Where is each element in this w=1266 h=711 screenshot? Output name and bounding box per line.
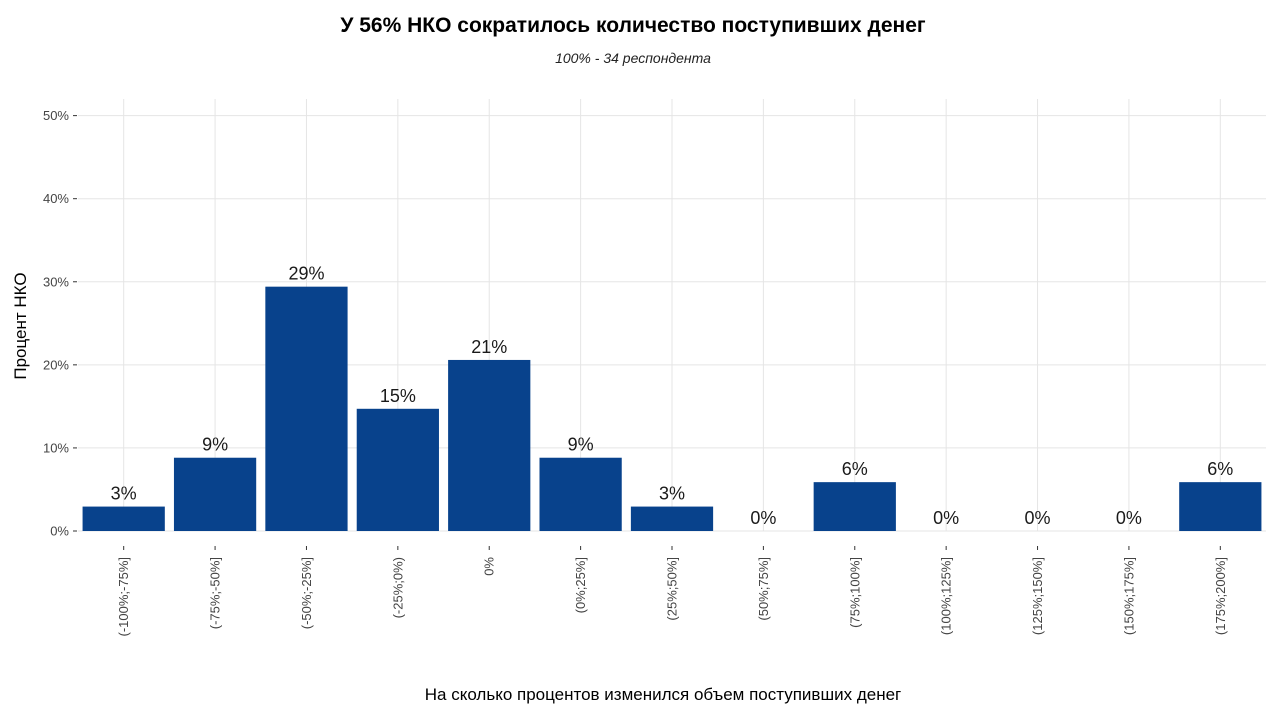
bar [539,457,622,531]
bar [630,506,714,531]
bar-value-label: 15% [380,386,416,406]
bar [813,482,896,531]
bar-value-label: 3% [111,484,137,504]
x-tick-label: (75%;100%] [847,557,862,628]
y-tick-label: 40% [43,191,69,206]
bar-value-labels: 3% 9% 29% 15% 21% 9% 3% 0% 6% 0% 0% 0% 6% [111,264,1234,528]
bar [356,408,439,531]
bar [448,359,531,531]
x-tick-label: (50%;75%] [756,557,771,621]
bar-value-label: 9% [568,435,594,455]
bar-value-label: 9% [202,435,228,455]
bar [82,506,165,531]
bar-value-label: 29% [288,264,324,284]
bar-value-label: 6% [842,459,868,479]
y-tick-label: 50% [43,108,69,123]
chart-subtitle: 100% - 34 респондента [555,50,711,66]
y-tick-label: 30% [43,274,69,289]
bar-value-label: 0% [1116,508,1142,528]
x-axis-ticks: (-100%;-75%] (-75%;-50%] (-50%;-25%] (-25%;… [116,546,1228,636]
bar [173,457,257,531]
x-tick-label: (100%;125%] [939,557,954,635]
bar-value-label: 3% [659,484,685,504]
x-tick-label: (-75%;-50%] [208,557,223,629]
x-tick-label: (-50%;-25%] [299,557,314,629]
y-axis-title: Процент НКО [11,272,30,379]
x-axis-title: На сколько процентов изменился объем пос… [425,685,901,704]
y-tick-label: 0% [50,524,69,539]
x-tick-label: 0% [482,557,497,576]
x-tick-label: (0%;25%] [573,557,588,613]
bar [265,286,348,531]
x-tick-label: (150%;175%] [1121,557,1136,635]
y-axis-ticks: 0% 10% 20% 30% 40% 50% [43,108,77,539]
y-tick-label: 20% [43,357,69,372]
x-tick-label: (125%;150%] [1030,557,1045,635]
bar-value-label: 6% [1207,459,1233,479]
x-tick-label: (-25%;0%) [390,557,405,618]
y-tick-label: 10% [43,440,69,455]
x-tick-label: (25%;50%] [665,557,680,621]
bar-value-label: 0% [933,508,959,528]
chart-title: У 56% НКО сократилось количество поступи… [340,14,926,37]
bar [1179,482,1262,531]
x-tick-label: (-100%;-75%] [116,557,131,636]
bar-value-label: 0% [750,508,776,528]
bar-value-label: 0% [1025,508,1051,528]
bars [82,286,1262,531]
bar-value-label: 21% [471,337,507,357]
x-tick-label: (175%;200%] [1213,557,1228,635]
